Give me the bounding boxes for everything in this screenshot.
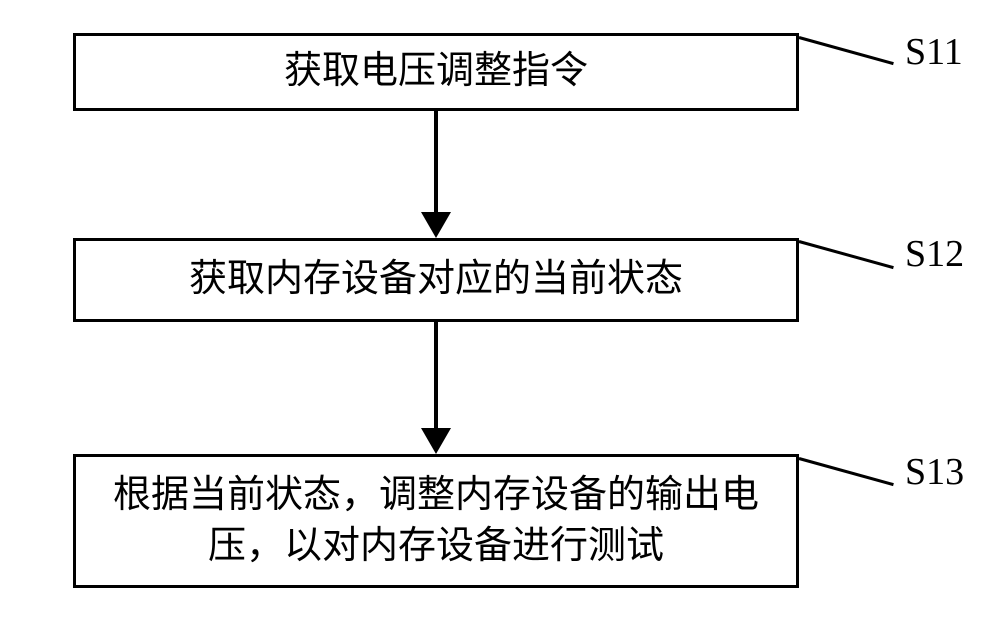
flow-node-text: 根据当前状态，调整内存设备的输出电压，以对内存设备进行测试: [104, 470, 768, 573]
arrow-head-icon: [421, 212, 451, 238]
leader-line: [799, 457, 894, 486]
leader-line: [799, 36, 894, 65]
flow-node-n2: 获取内存设备对应的当前状态: [73, 238, 799, 322]
leader-line: [799, 240, 894, 269]
flow-node-label-n3: S13: [905, 450, 964, 494]
flow-node-n3: 根据当前状态，调整内存设备的输出电压，以对内存设备进行测试: [73, 454, 799, 588]
flow-node-label-n1: S11: [905, 30, 963, 74]
arrow-head-icon: [421, 428, 451, 454]
flow-node-text: 获取内存设备对应的当前状态: [189, 254, 683, 305]
arrow-line: [434, 111, 438, 212]
arrow-line: [434, 322, 438, 428]
flow-node-label-n2: S12: [905, 232, 964, 276]
flow-node-n1: 获取电压调整指令: [73, 33, 799, 111]
flow-node-text: 获取电压调整指令: [284, 46, 588, 97]
